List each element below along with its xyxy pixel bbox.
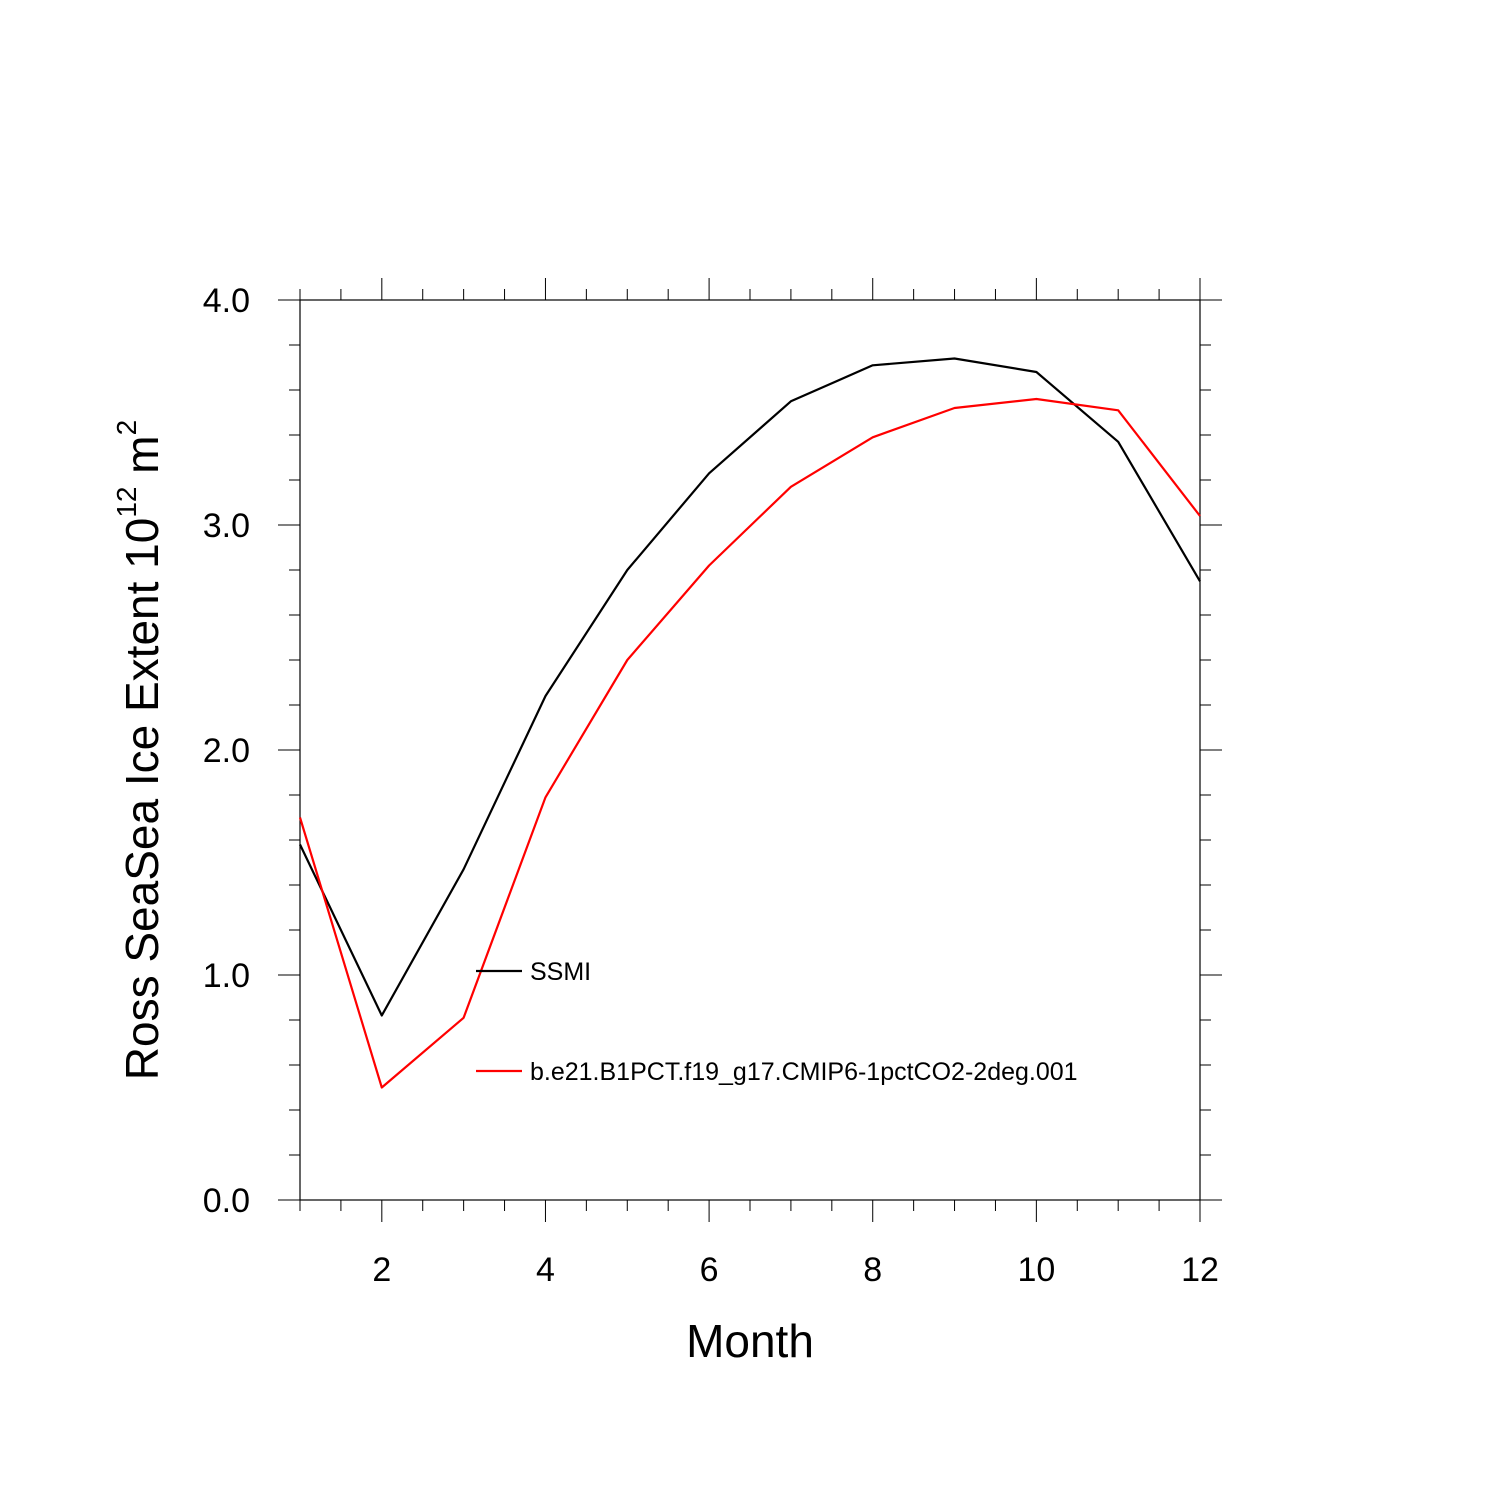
y-tick-label: 1.0 (203, 957, 250, 995)
x-tick-label: 12 (1181, 1251, 1219, 1289)
x-tick-label: 6 (700, 1251, 719, 1289)
legend: SSMI b.e21.B1PCT.f19_g17.CMIP6-1pctCO2-2… (476, 958, 1078, 1086)
y-tick-label: 2.0 (203, 732, 250, 770)
y-tick-label: 0.0 (203, 1182, 250, 1220)
legend-label-model: b.e21.B1PCT.f19_g17.CMIP6-1pctCO2-2deg.0… (530, 1058, 1078, 1086)
y-axis-title-superscript-1: 12 (111, 486, 142, 517)
axis-ticks (278, 278, 1222, 1222)
x-tick-label: 4 (536, 1251, 555, 1289)
series-lines (298, 357, 1201, 1089)
x-tick-label: 10 (1017, 1251, 1055, 1289)
y-axis-title-main: Ross SeaSea Ice Extent 10 (116, 518, 168, 1081)
x-tick-label: 2 (372, 1251, 391, 1289)
y-axis-title-unit: m (116, 435, 168, 486)
legend-label-ssmi: SSMI (530, 958, 591, 986)
series-line-ssmi (299, 357, 1201, 1017)
y-axis-title: Ross SeaSea Ice Extent 1012 m2 (111, 420, 168, 1080)
series-line-model (298, 397, 1201, 1089)
tick-labels: 2 4 6 8 10 12 0.0 1.0 2.0 3.0 4.0 (203, 282, 1219, 1289)
x-tick-label: 8 (863, 1251, 882, 1289)
y-tick-label: 4.0 (203, 282, 250, 320)
y-axis-title-superscript-2: 2 (111, 420, 142, 436)
y-tick-label: 3.0 (203, 507, 250, 545)
x-axis-title: Month (686, 1315, 814, 1367)
